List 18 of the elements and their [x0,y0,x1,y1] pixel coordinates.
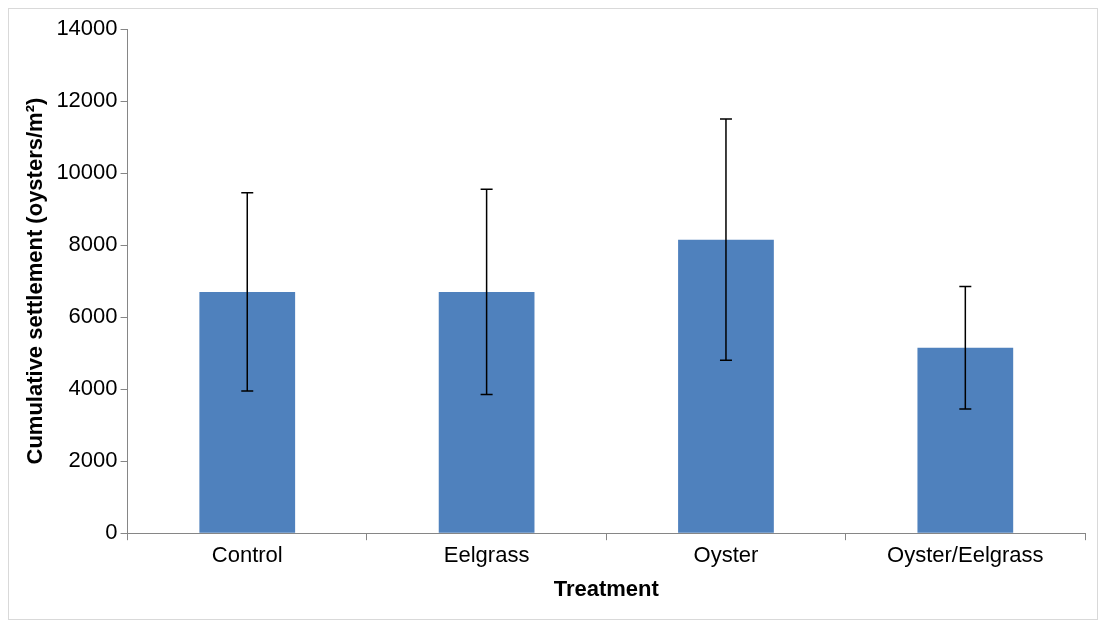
y-tick-label: 12000 [56,87,118,113]
y-tick-label: 2000 [68,447,118,473]
x-tick-label: Eelgrass [443,542,530,568]
x-axis-title: Treatment [553,575,660,601]
y-tick-label: 4000 [68,375,118,401]
bar [199,291,296,533]
y-tick-label: 10000 [56,159,118,185]
x-tick-label: Oyster [693,542,759,568]
x-tick-label: Oyster/Eelgrass [887,542,1044,568]
bar [917,347,1014,533]
y-tick-label: 0 [105,519,118,545]
y-tick-label: 8000 [68,231,118,257]
bar [438,291,535,533]
y-tick-label: 14000 [56,15,118,41]
bar [678,239,774,533]
y-axis-title: Cumulative settlement (oysters/m²) [22,97,48,465]
x-tick-label: Control [211,542,283,568]
y-tick-label: 6000 [68,303,118,329]
